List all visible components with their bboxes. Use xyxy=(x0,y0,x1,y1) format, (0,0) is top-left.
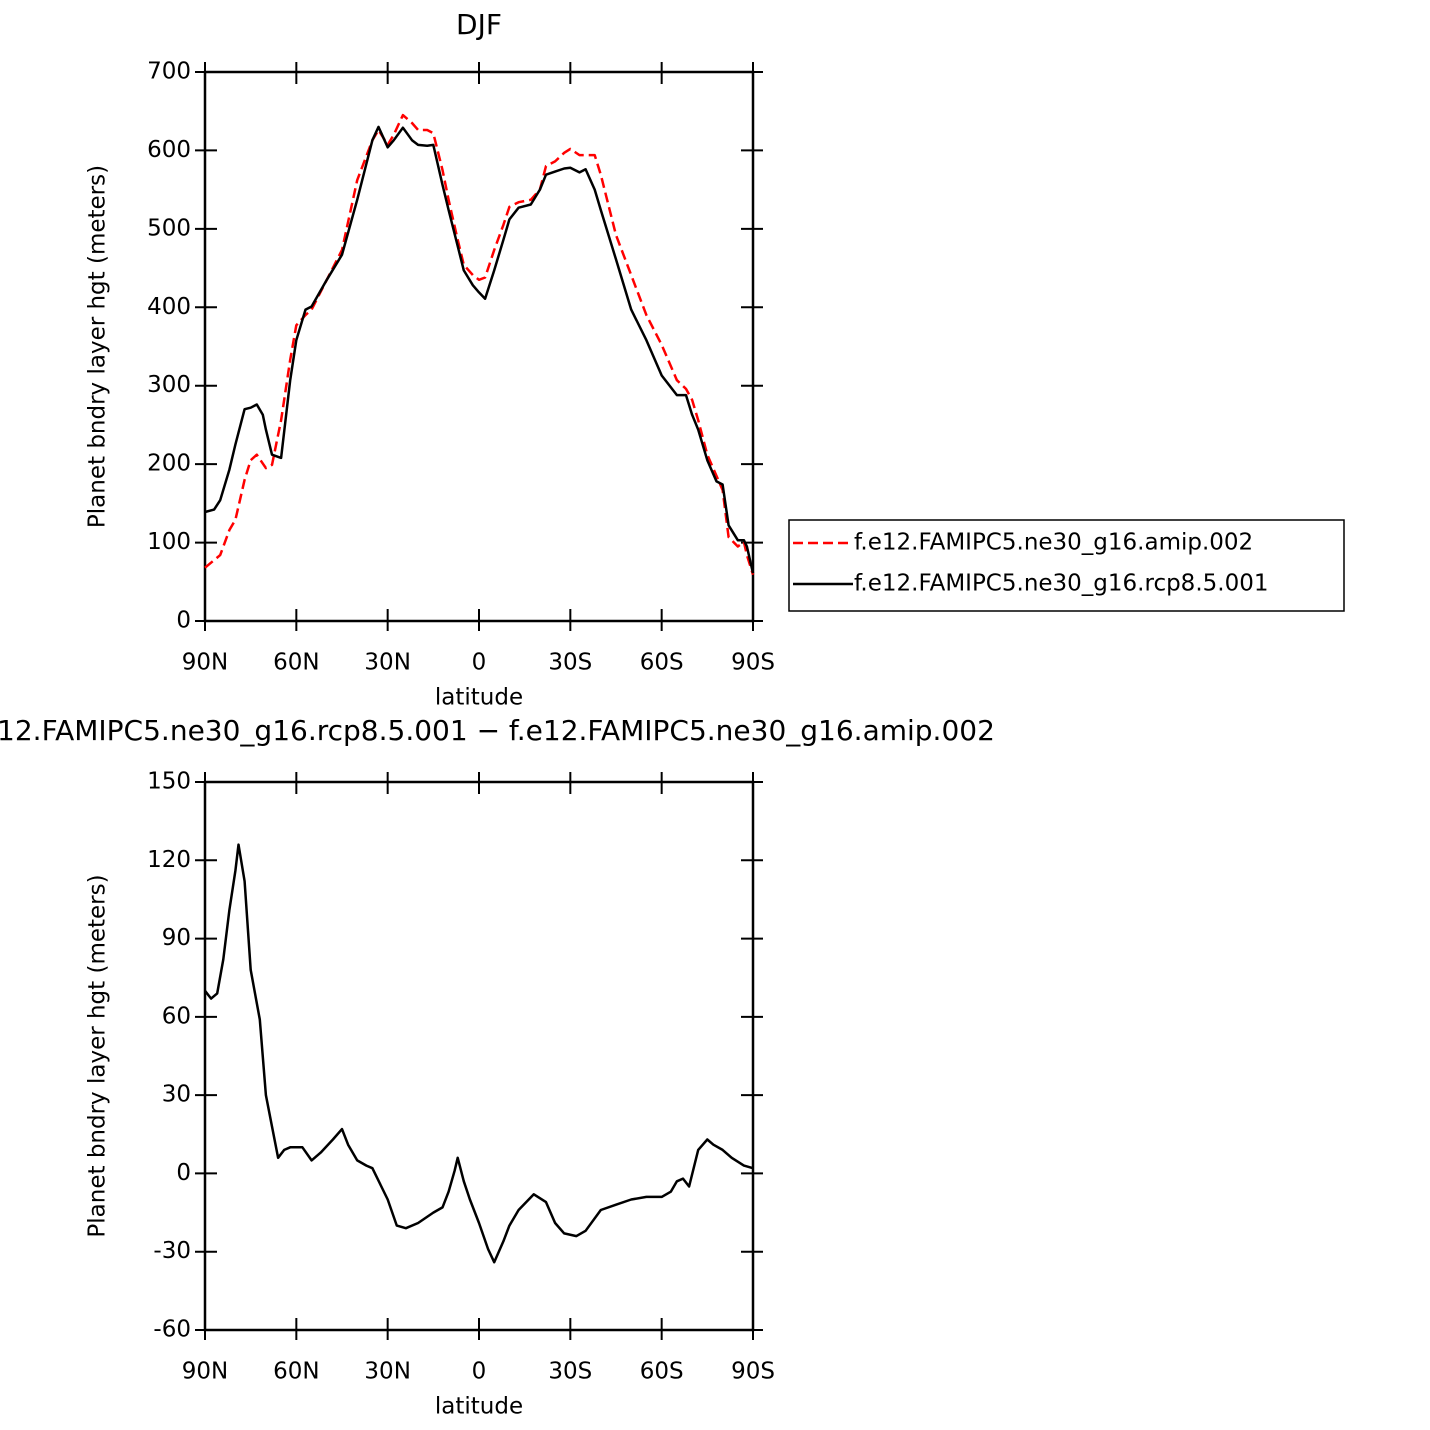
legend-label: f.e12.FAMIPC5.ne30_g16.amip.002 xyxy=(854,530,1253,556)
x-tick-label: 60N xyxy=(273,650,319,676)
data-line xyxy=(204,843,754,1264)
y-tick-label: 300 xyxy=(147,372,191,398)
y-tick-label: 100 xyxy=(147,529,191,555)
y-axis-label: Planet bndry layer hgt (meters) xyxy=(85,874,111,1237)
y-tick-label: 60 xyxy=(162,1003,191,1029)
y-tick-label: 500 xyxy=(147,215,191,241)
x-tick-label: 60S xyxy=(640,1359,684,1385)
x-tick-label: 90S xyxy=(731,650,775,676)
y-axis-label: Planet bndry layer hgt (meters) xyxy=(85,165,111,528)
x-tick-label: 90N xyxy=(182,650,228,676)
x-axis-label: latitude xyxy=(435,685,523,711)
y-tick-label: 0 xyxy=(176,608,191,634)
y-tick-label: 0 xyxy=(176,1160,191,1186)
x-tick-label: 90S xyxy=(731,1359,775,1385)
x-tick-label: 30S xyxy=(548,1359,592,1385)
y-tick-label: 400 xyxy=(147,294,191,320)
chart-title: f.e12.FAMIPC5.ne30_g16.rcp8.5.001 − f.e1… xyxy=(0,714,995,747)
x-tick-label: 30N xyxy=(364,1359,410,1385)
y-tick-label: 90 xyxy=(162,925,191,951)
plot-frame xyxy=(203,70,755,623)
x-tick-label: 90N xyxy=(182,1359,228,1385)
y-tick-label: 120 xyxy=(147,847,191,873)
x-tick-label: 0 xyxy=(472,650,487,676)
x-tick-label: 60N xyxy=(273,1359,319,1385)
chart-title: DJF xyxy=(456,8,502,41)
data-line xyxy=(204,125,755,574)
legend-label: f.e12.FAMIPC5.ne30_g16.rcp8.5.001 xyxy=(854,571,1268,597)
y-tick-label: 700 xyxy=(147,59,191,85)
y-tick-label: 150 xyxy=(147,769,191,795)
y-tick-label: -30 xyxy=(153,1238,191,1264)
y-tick-label: 600 xyxy=(147,137,191,163)
x-tick-label: 30S xyxy=(548,650,592,676)
y-tick-label: -60 xyxy=(153,1317,191,1343)
x-tick-label: 60S xyxy=(640,650,684,676)
x-tick-label: 0 xyxy=(472,1359,487,1385)
y-tick-label: 30 xyxy=(162,1082,191,1108)
y-tick-label: 200 xyxy=(147,451,191,477)
x-axis-label: latitude xyxy=(435,1394,523,1420)
x-tick-label: 30N xyxy=(364,650,410,676)
legend-box xyxy=(788,519,1345,612)
data-line xyxy=(204,113,755,576)
plot-frame xyxy=(203,780,755,1332)
